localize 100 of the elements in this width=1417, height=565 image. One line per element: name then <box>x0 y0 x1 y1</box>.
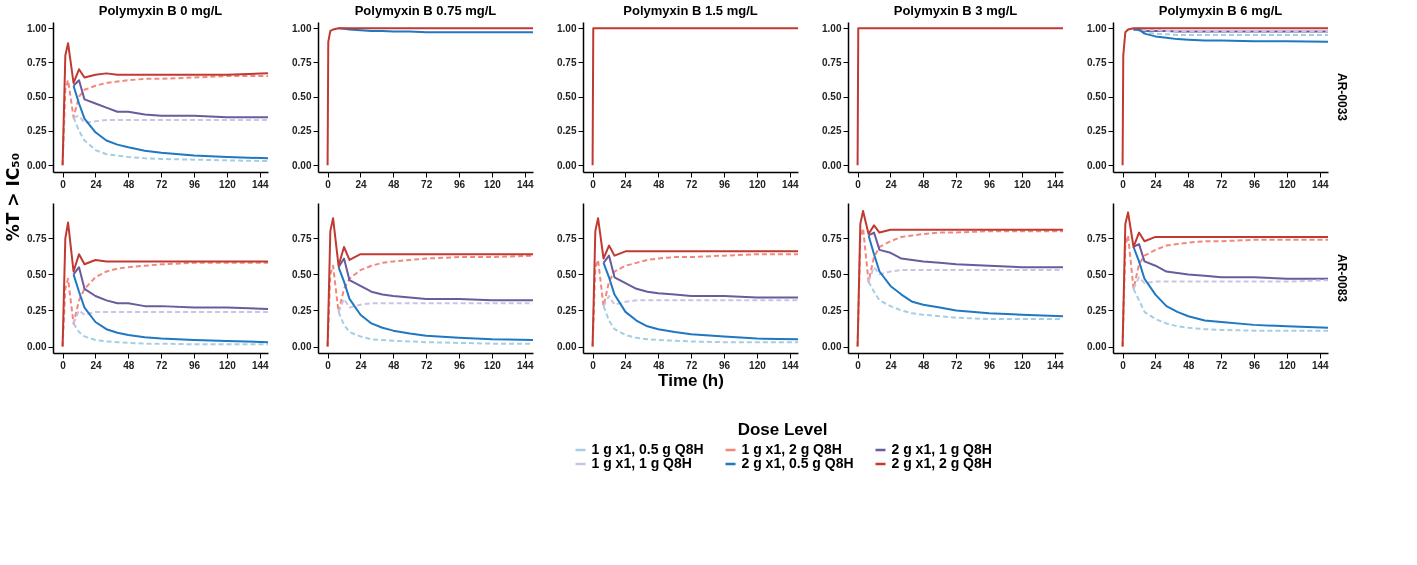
y-tick-label: 0.25 <box>1087 304 1107 316</box>
y-tick-label: 0.50 <box>822 268 842 280</box>
x-tick-label: 144 <box>516 359 535 371</box>
y-tick-label: 0.75 <box>557 56 577 68</box>
y-tick-label: 0.50 <box>557 91 577 103</box>
x-tick-label: 120 <box>749 359 767 371</box>
x-tick-label: 120 <box>219 359 237 371</box>
x-tick-label: 24 <box>355 359 367 371</box>
x-tick-label: 0 <box>855 178 862 190</box>
x-tick-label: 96 <box>718 178 731 190</box>
x-tick-label: 48 <box>653 359 665 371</box>
y-tick-label: 0.75 <box>822 232 842 244</box>
x-tick-label: 144 <box>781 178 800 190</box>
x-tick-label: 96 <box>1248 359 1261 371</box>
x-tick-label: 72 <box>421 178 433 190</box>
y-tick-label: 0.00 <box>822 159 842 171</box>
x-tick-label: 96 <box>983 359 996 371</box>
y-tick-label: 0.25 <box>557 125 577 137</box>
y-tick-label: 1.00 <box>822 22 842 34</box>
y-tick-label: 0.00 <box>27 159 47 171</box>
y-tick-label: 0.00 <box>557 159 577 171</box>
y-tick-label: 0.50 <box>27 268 47 280</box>
x-tick-label: 48 <box>1183 359 1195 371</box>
y-tick-label: 0.50 <box>27 91 47 103</box>
x-tick-label: 48 <box>918 359 930 371</box>
y-tick-label: 0.75 <box>27 232 47 244</box>
x-tick-label: 0 <box>60 359 67 371</box>
x-tick-label: 72 <box>686 178 698 190</box>
x-tick-label: 120 <box>1279 359 1297 371</box>
y-tick-label: 0.75 <box>292 232 312 244</box>
y-tick-label: 0.75 <box>822 56 842 68</box>
x-tick-label: 24 <box>885 178 897 190</box>
x-tick-label: 144 <box>1311 178 1330 190</box>
y-tick-label: 0.00 <box>292 341 312 353</box>
x-tick-label: 72 <box>421 359 433 371</box>
y-tick-label: 0.50 <box>292 268 312 280</box>
x-tick-label: 72 <box>951 178 963 190</box>
x-tick-label: 72 <box>686 359 698 371</box>
x-tick-label: 96 <box>188 178 201 190</box>
x-tick-label: 0 <box>1120 359 1127 371</box>
y-tick-label: 0.75 <box>557 232 577 244</box>
x-tick-label: 72 <box>1216 178 1228 190</box>
x-tick-label: 48 <box>123 359 135 371</box>
x-tick-label: 24 <box>620 178 632 190</box>
x-tick-label: 120 <box>484 359 502 371</box>
y-tick-label: 0.75 <box>27 56 47 68</box>
x-axis-title: Time (h) <box>658 370 724 390</box>
y-tick-label: 1.00 <box>27 22 47 34</box>
x-tick-label: 144 <box>516 178 535 190</box>
y-tick-label: 0.00 <box>557 341 577 353</box>
y-tick-label: 0.75 <box>1087 56 1107 68</box>
x-tick-label: 120 <box>1014 359 1032 371</box>
y-tick-label: 1.00 <box>292 22 312 34</box>
x-tick-label: 72 <box>1216 359 1228 371</box>
x-tick-label: 24 <box>355 178 367 190</box>
x-tick-label: 0 <box>855 359 862 371</box>
x-tick-label: 48 <box>388 178 400 190</box>
x-tick-label: 96 <box>453 359 466 371</box>
x-tick-label: 144 <box>1311 359 1330 371</box>
x-tick-label: 48 <box>123 178 135 190</box>
chart-title: Polymyxin B 1.5 mg/L <box>623 3 758 18</box>
x-tick-label: 0 <box>325 178 332 190</box>
x-tick-label: 96 <box>1248 178 1261 190</box>
x-tick-label: 144 <box>251 359 270 371</box>
legend-label: 1 g x1, 0.5 g Q8H <box>591 441 704 457</box>
text: AR-0083 <box>1335 253 1349 303</box>
legend-label: 2 g x1, 1 g Q8H <box>891 441 992 457</box>
x-tick-label: 120 <box>219 178 237 190</box>
y-tick-label: 1.00 <box>557 22 577 34</box>
y-tick-label: 0.00 <box>292 159 312 171</box>
x-tick-label: 24 <box>1150 359 1162 371</box>
legend-label: 1 g x1, 2 g Q8H <box>741 441 842 457</box>
y-tick-label: 0.25 <box>822 304 842 316</box>
y-tick-label: 0.00 <box>1087 159 1107 171</box>
x-tick-label: 96 <box>453 178 466 190</box>
y-tick-label: 0.50 <box>557 268 577 280</box>
x-tick-label: 48 <box>388 359 400 371</box>
x-tick-label: 0 <box>590 178 597 190</box>
x-tick-label: 96 <box>188 359 201 371</box>
y-tick-label: 0.25 <box>822 125 842 137</box>
x-tick-label: 48 <box>653 178 665 190</box>
text: AR-0033 <box>1335 72 1349 122</box>
x-tick-label: 144 <box>781 359 800 371</box>
x-tick-label: 144 <box>1046 178 1065 190</box>
y-tick-label: 0.75 <box>1087 232 1107 244</box>
x-tick-label: 96 <box>983 178 996 190</box>
chart-title: Polymyxin B 3 mg/L <box>893 3 1018 18</box>
x-tick-label: 72 <box>156 178 168 190</box>
y-tick-label: 0.50 <box>1087 91 1107 103</box>
x-tick-label: 0 <box>590 359 597 371</box>
y-tick-label: 0.25 <box>557 304 577 316</box>
x-tick-label: 48 <box>1183 178 1195 190</box>
y-axis-title: %T > IC₅₀ <box>3 152 23 242</box>
x-tick-label: 120 <box>1014 178 1032 190</box>
x-tick-label: 0 <box>60 178 67 190</box>
x-tick-label: 120 <box>749 178 767 190</box>
y-tick-label: 0.25 <box>292 125 312 137</box>
x-tick-label: 24 <box>620 359 632 371</box>
y-tick-label: 0.75 <box>292 56 312 68</box>
y-tick-label: 0.50 <box>292 91 312 103</box>
